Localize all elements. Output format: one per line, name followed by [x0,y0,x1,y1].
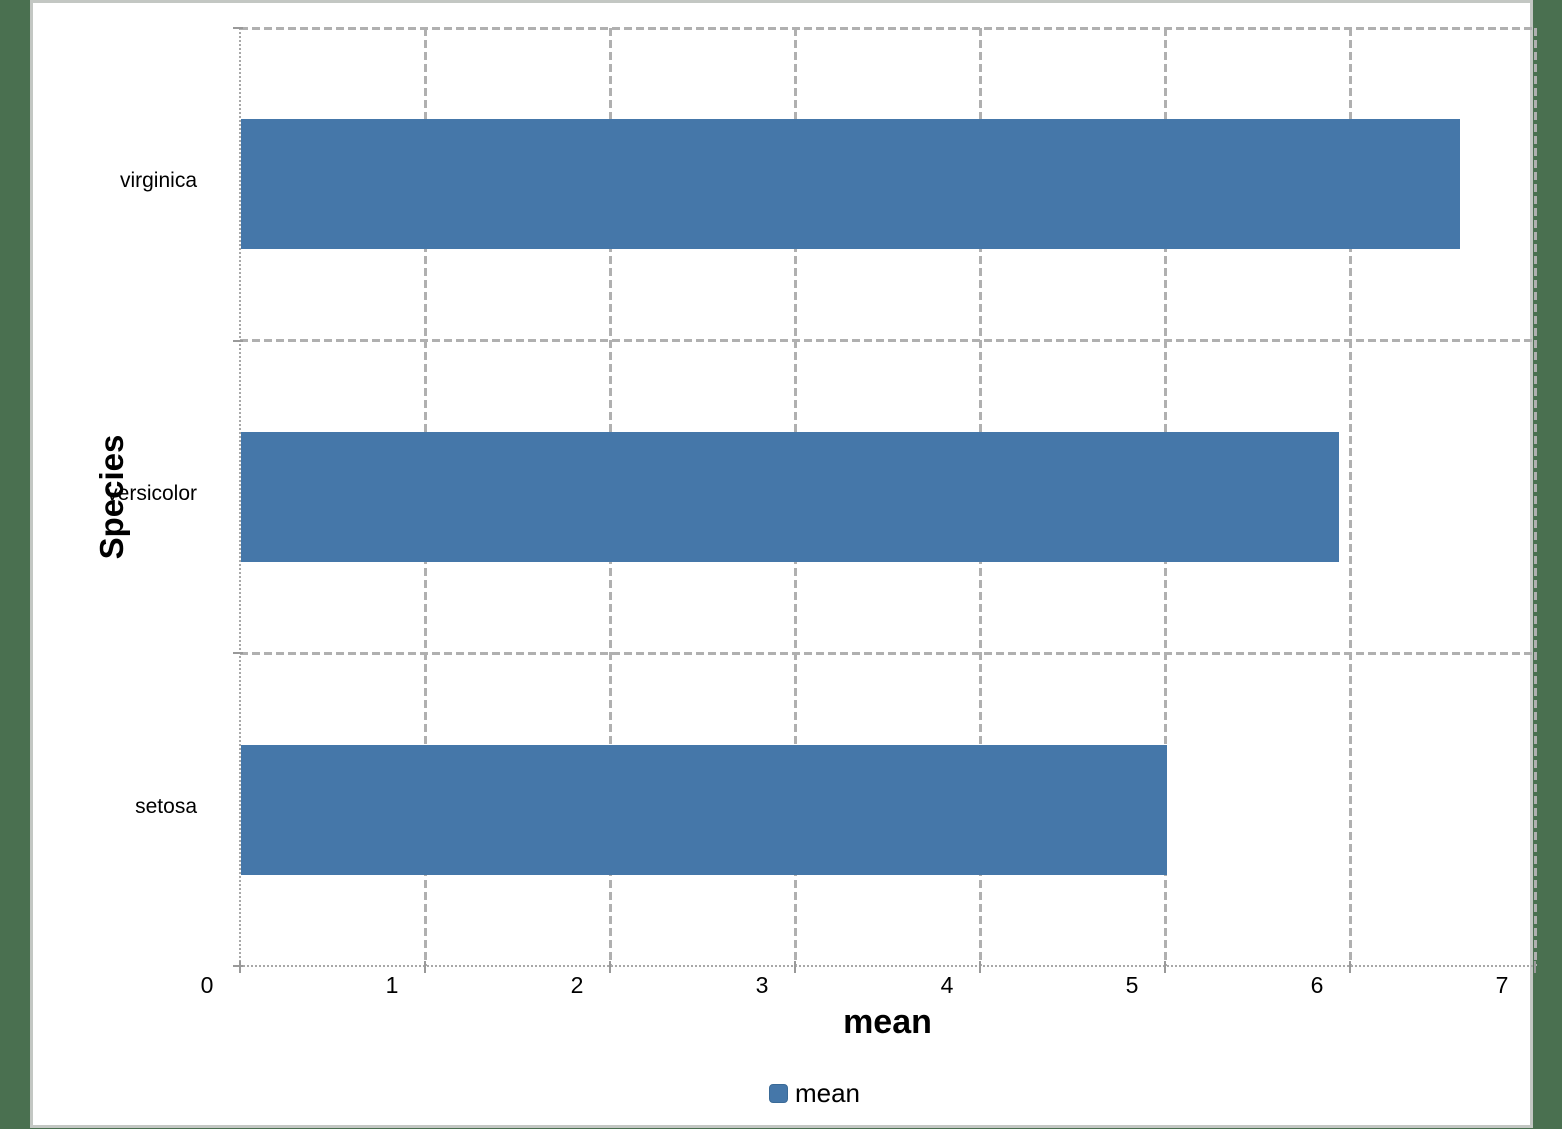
plot-area [233,26,1537,973]
gridline-horizontal-1 [240,339,1535,343]
y-tick-mark-0 [233,27,243,29]
x-tick-label-7: 7 [1495,972,1509,998]
x-axis-title: mean [843,1003,932,1041]
gridline-horizontal-0 [240,26,1535,30]
x-tick-label-3: 3 [755,972,769,998]
y-axis-line [239,28,241,968]
gridline-horizontal-2 [240,651,1535,655]
bar-setosa [241,744,1168,875]
x-axis-line [239,965,1536,967]
x-tick-mark-3 [794,961,796,973]
x-tick-mark-4 [979,961,981,973]
x-tick-label-5: 5 [1125,972,1139,998]
bar-virginica [241,119,1460,250]
category-label-setosa: setosa [135,794,197,818]
y-tick-mark-2 [233,652,243,655]
gridline-vertical-7 [1533,28,1537,966]
x-tick-mark-2 [609,961,611,973]
chart-canvas: Species mean mean [30,0,1537,1128]
y-tick-mark-1 [233,339,243,342]
category-label-virginica: virginica [119,169,197,193]
x-tick-mark-7 [1534,961,1536,973]
x-tick-label-0: 0 [200,972,214,998]
category-label-versicolor: versicolor [107,482,197,505]
x-tick-mark-5 [1164,961,1166,973]
x-tick-mark-6 [1349,961,1351,973]
x-tick-label-6: 6 [1310,972,1324,998]
y-tick-mark-3 [233,965,243,967]
bar-versicolor [241,432,1340,562]
x-tick-label-1: 1 [385,972,399,998]
x-tick-mark-0 [239,961,241,973]
legend-swatch-icon [768,1083,788,1103]
x-tick-mark-1 [424,961,426,973]
legend: mean [63,1075,1562,1111]
x-tick-label-4: 4 [940,972,954,998]
x-tick-label-2: 2 [570,972,584,998]
legend-label: mean [794,1077,861,1108]
gridline-vertical-6 [1348,28,1352,966]
